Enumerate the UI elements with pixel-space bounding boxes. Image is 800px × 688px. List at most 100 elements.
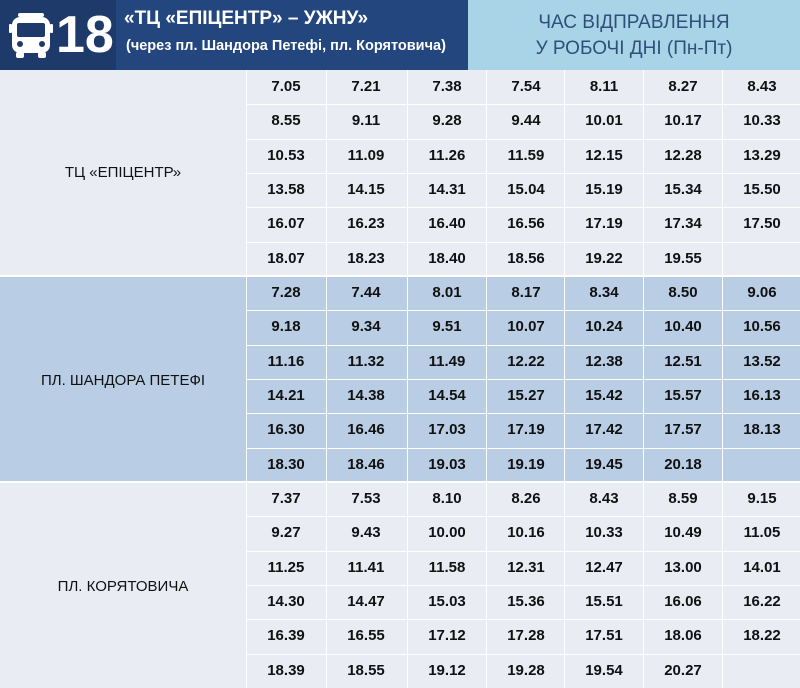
row-divider xyxy=(246,379,800,380)
departure-time-cell: 7.37 xyxy=(271,490,301,507)
departure-time-cell: 9.28 xyxy=(432,112,462,129)
departure-time-cell: 17.34 xyxy=(664,215,702,232)
departure-time-cell: 9.18 xyxy=(271,318,301,335)
departure-time-cell: 20.27 xyxy=(664,662,702,679)
departure-time-cell: 8.11 xyxy=(589,78,619,95)
row-divider xyxy=(246,413,800,414)
departure-time-cell: 20.18 xyxy=(664,456,702,473)
row-divider xyxy=(246,516,800,517)
departure-time-cell: 19.22 xyxy=(585,250,623,267)
departure-time-cell: 9.44 xyxy=(511,112,541,129)
departure-time-cell: 11.41 xyxy=(347,559,385,576)
departure-time-cell: 16.40 xyxy=(428,215,466,232)
section-divider xyxy=(0,275,800,277)
departure-time-cell: 15.19 xyxy=(585,181,623,198)
departure-time-cell: 18.40 xyxy=(428,250,466,267)
departure-time-cell: 12.47 xyxy=(585,559,623,576)
row-divider xyxy=(246,310,800,311)
departure-time-cell: 17.03 xyxy=(428,421,466,438)
departure-time-cell: 15.27 xyxy=(507,387,545,404)
row-divider xyxy=(246,242,800,243)
departure-time-cell: 9.11 xyxy=(351,112,381,129)
departure-time-cell: 10.49 xyxy=(664,524,702,541)
stop-section-petofi: ПЛ. ШАНДОРА ПЕТЕФІ 7.28 7.44 8.01 8.17 8.34 8… xyxy=(0,276,800,482)
departure-time-cell: 11.32 xyxy=(347,353,385,370)
departure-time-cell: 19.55 xyxy=(664,250,702,267)
departure-time-cell: 15.04 xyxy=(507,181,545,198)
timetable-grid: 7.05 7.21 7.38 7.54 8.11 8.27 8.43 8.55 9.11 9.28… xyxy=(246,70,800,276)
departure-time-cell xyxy=(723,654,800,688)
departure-time-cell: 15.34 xyxy=(664,181,702,198)
departure-time-cell: 15.42 xyxy=(585,387,623,404)
departure-time-cell: 18.07 xyxy=(267,250,305,267)
departure-time-cell: 10.40 xyxy=(664,318,702,335)
departure-time-cell: 8.17 xyxy=(511,284,541,301)
stop-name: ТЦ «ЕПІЦЕНТР» xyxy=(64,164,182,181)
departure-time-cell: 8.59 xyxy=(668,490,698,507)
departure-time-cell: 13.00 xyxy=(664,559,702,576)
departure-time-cell: 8.34 xyxy=(589,284,619,301)
departure-time-cell: 16.56 xyxy=(507,215,545,232)
departure-time-cell: 8.43 xyxy=(747,78,777,95)
departure-time-cell: 13.58 xyxy=(267,181,305,198)
departure-time-cell: 10.33 xyxy=(743,112,781,129)
departure-time-cell: 19.19 xyxy=(507,456,545,473)
row-divider xyxy=(246,139,800,140)
row-divider xyxy=(246,654,800,655)
departure-time-cell: 9.27 xyxy=(271,524,301,541)
timetable-grid: 7.37 7.53 8.10 8.26 8.43 8.59 9.15 9.27 9.43 10.0… xyxy=(246,482,800,688)
departure-time-cell: 16.23 xyxy=(347,215,385,232)
departure-time-cell: 7.54 xyxy=(511,78,541,95)
departure-time-cell: 8.55 xyxy=(271,112,301,129)
departure-time-cell: 19.54 xyxy=(585,662,623,679)
departure-time-cell: 16.30 xyxy=(267,421,305,438)
departure-time-cell: 9.43 xyxy=(351,524,381,541)
departure-time-cell: 8.01 xyxy=(432,284,462,301)
departure-time-cell: 10.00 xyxy=(428,524,466,541)
departure-time-cell: 14.15 xyxy=(347,181,385,198)
departure-time-cell: 8.27 xyxy=(668,78,698,95)
departure-time-cell: 17.19 xyxy=(507,421,545,438)
departure-time-cell: 11.25 xyxy=(267,559,305,576)
departure-time-cell: 12.38 xyxy=(585,353,623,370)
departure-time-cell: 16.06 xyxy=(664,593,702,610)
row-divider xyxy=(246,585,800,586)
departure-time-cell: 18.22 xyxy=(743,627,781,644)
departure-time-cell: 11.58 xyxy=(428,559,466,576)
route-title: «ТЦ «ЕПІЦЕНТР» – УЖНУ» xyxy=(124,8,369,29)
departure-time-cell: 12.51 xyxy=(664,353,702,370)
departure-time-cell: 15.03 xyxy=(428,593,466,610)
departure-time-cell: 11.05 xyxy=(743,524,781,541)
departure-time-cell: 9.15 xyxy=(747,490,777,507)
departure-time-cell: 14.01 xyxy=(743,559,781,576)
schedule-header: 18 «ТЦ «ЕПІЦЕНТР» – УЖНУ» (через пл. Шан… xyxy=(0,0,800,70)
route-number: 18 xyxy=(56,6,114,64)
departure-time-cell: 13.52 xyxy=(743,353,781,370)
departure-time-cell: 10.07 xyxy=(507,318,545,335)
departure-time-cell: 11.49 xyxy=(428,353,466,370)
departure-time-cell: 9.06 xyxy=(747,284,777,301)
stop-section-koriatovycha: ПЛ. КОРЯТОВИЧА 7.37 7.53 8.10 8.26 8.43 8.59 9… xyxy=(0,482,800,688)
departure-time-cell: 17.19 xyxy=(585,215,623,232)
departure-time-cell: 17.42 xyxy=(585,421,623,438)
departure-time-cell: 11.09 xyxy=(347,147,385,164)
departure-time-cell: 12.22 xyxy=(507,353,545,370)
departure-time-cell: 17.50 xyxy=(743,215,781,232)
departure-time-cell: 7.53 xyxy=(351,490,381,507)
departure-time-cell: 15.36 xyxy=(507,593,545,610)
departure-time-cell: 17.51 xyxy=(585,627,623,644)
departure-time-cell: 9.51 xyxy=(432,318,462,335)
departure-time-header: ЧАС ВІДПРАВЛЕННЯ У РОБОЧІ ДНІ (Пн-Пт) xyxy=(468,0,800,70)
departure-time-cell: 7.38 xyxy=(432,78,462,95)
departure-time-cell: 19.12 xyxy=(428,662,466,679)
departure-time-cell: 7.28 xyxy=(271,284,301,301)
departure-time-cell: 18.39 xyxy=(267,662,305,679)
departure-time-cell: 17.57 xyxy=(664,421,702,438)
route-subtitle: (через пл. Шандора Петефі, пл. Корятович… xyxy=(126,38,446,54)
departure-time-cell: 12.31 xyxy=(507,559,545,576)
departure-time-cell: 15.50 xyxy=(743,181,781,198)
departure-time-cell: 9.34 xyxy=(351,318,381,335)
departure-time-cell: 18.55 xyxy=(347,662,385,679)
departure-time-cell: 11.26 xyxy=(428,147,466,164)
section-divider xyxy=(0,481,800,483)
